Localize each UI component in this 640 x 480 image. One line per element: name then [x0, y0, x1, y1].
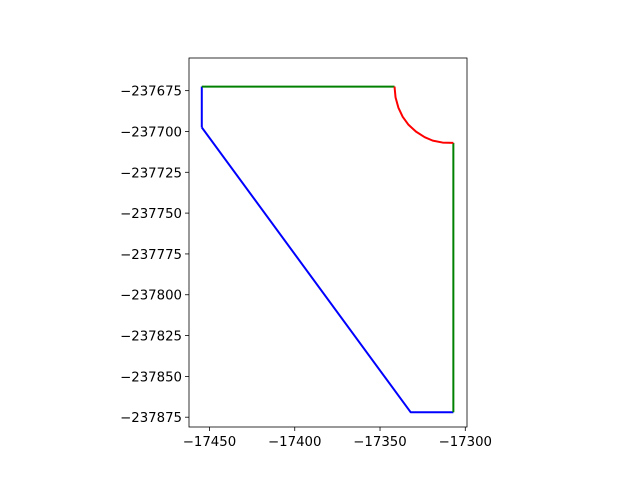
y-tick-label: −237750	[120, 207, 182, 222]
x-tick-label: −17350	[353, 435, 406, 450]
y-tick-label: −237675	[120, 85, 182, 100]
y-tick-label: −237775	[120, 248, 182, 263]
y-axis: −237675 −237700 −237725 −237750 −237775 −2378…	[120, 85, 189, 426]
y-tick-label: −237725	[120, 166, 182, 181]
x-axis: −17450 −17400 −17350 −17300	[183, 427, 492, 450]
series-line-1	[200, 126, 454, 414]
series-layer	[200, 85, 455, 414]
y-tick-label: −237700	[120, 125, 182, 140]
plot-area-frame	[188, 57, 468, 428]
y-tick-label: −237800	[120, 289, 182, 304]
x-tick-label: −17450	[183, 435, 236, 450]
y-tick-label: −237850	[120, 370, 182, 385]
y-tick-label: −237875	[120, 411, 182, 426]
x-tick-label: −17300	[439, 435, 492, 450]
series-line-4	[393, 86, 454, 144]
y-tick-label: −237825	[120, 330, 182, 345]
x-tick-label: −17400	[268, 435, 321, 450]
